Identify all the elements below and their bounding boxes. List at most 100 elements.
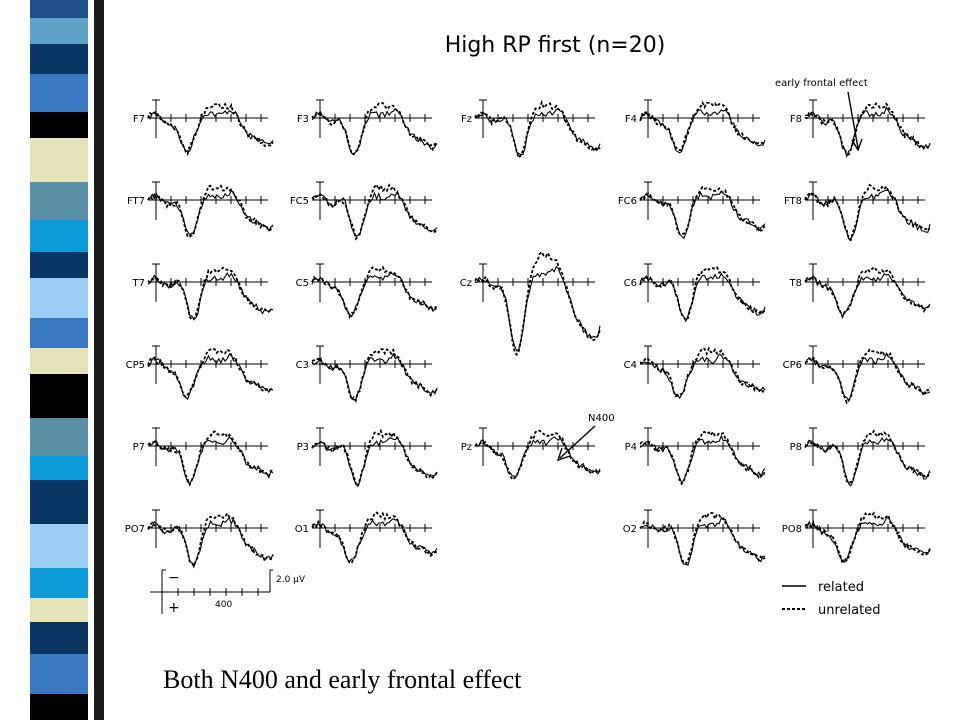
electrode-label: FC5 xyxy=(290,196,309,207)
waveform-related xyxy=(639,353,766,400)
waveform-panel: T8 xyxy=(789,263,931,320)
axis xyxy=(152,263,160,302)
electrode-label: O1 xyxy=(295,524,309,535)
waveform-related xyxy=(804,352,931,403)
waveform-related xyxy=(311,436,438,487)
electrode-label: P4 xyxy=(625,442,637,453)
waveform-unrelated xyxy=(804,265,931,320)
waveform-related xyxy=(804,273,931,318)
waveform-related xyxy=(474,436,601,477)
axis xyxy=(316,427,324,466)
axis xyxy=(809,427,817,466)
axis xyxy=(316,345,324,384)
waveform-related xyxy=(147,272,274,321)
waveform-related xyxy=(311,352,438,401)
waveform-unrelated xyxy=(639,511,766,565)
waveform-panel: P8 xyxy=(790,427,931,487)
waveform-panel: F7 xyxy=(133,99,274,157)
waveform-panel: Fz xyxy=(461,99,601,160)
axis xyxy=(152,345,160,384)
electrode-label: O2 xyxy=(623,524,637,535)
waveform-related xyxy=(804,436,931,487)
waveform-related xyxy=(147,109,274,153)
waveform-related xyxy=(147,436,274,485)
axis xyxy=(809,345,817,384)
axis xyxy=(152,427,160,466)
waveform-unrelated xyxy=(311,102,438,156)
electrode-label: Cz xyxy=(460,278,472,289)
waveform-panel: F3 xyxy=(297,99,438,156)
waveform-panel: PO7 xyxy=(125,509,274,569)
waveform-unrelated xyxy=(147,184,274,238)
axis xyxy=(809,181,817,220)
arrow xyxy=(847,91,863,152)
waveform-panel: T7 xyxy=(132,263,274,321)
electrode-label: Pz xyxy=(461,442,472,453)
axis xyxy=(644,509,652,548)
waveform-panel: F4 xyxy=(625,99,766,154)
waveform-related xyxy=(147,517,274,569)
waveform-panel: FC5 xyxy=(290,181,438,241)
waveform-unrelated xyxy=(147,511,274,568)
electrode-label: T8 xyxy=(789,278,802,289)
waveform-panel: P7 xyxy=(133,427,274,487)
axis xyxy=(479,427,487,466)
scale-amplitude: 2.0 µV xyxy=(276,575,306,585)
waveform-related xyxy=(311,271,438,318)
scale-negative: − xyxy=(168,570,180,586)
waveform-panel: O2 xyxy=(623,509,766,567)
annotation: N400 xyxy=(588,413,615,424)
waveform-panel: CP5 xyxy=(126,345,274,401)
waveform-unrelated xyxy=(639,185,766,235)
waveform-unrelated xyxy=(311,182,438,241)
axis xyxy=(809,509,817,548)
waveform-unrelated xyxy=(147,347,274,399)
waveform-panel: P4 xyxy=(625,427,766,486)
axis xyxy=(479,99,487,138)
waveform-panel: P3 xyxy=(297,427,438,489)
scale-time: 400 xyxy=(215,600,232,610)
waveform-unrelated xyxy=(639,266,766,322)
waveform-related xyxy=(639,272,766,323)
waveform-related xyxy=(147,189,274,236)
waveform-unrelated xyxy=(147,266,274,321)
axis xyxy=(316,263,324,302)
legend-label: related xyxy=(818,580,864,595)
waveform-unrelated xyxy=(639,430,766,486)
electrode-label: P8 xyxy=(790,442,802,453)
waveform-related xyxy=(639,516,765,567)
waveform-unrelated xyxy=(639,346,766,398)
waveform-panel: F8 xyxy=(790,99,931,159)
annotation: early frontal effect xyxy=(775,78,868,89)
axis xyxy=(479,263,487,302)
waveform-related xyxy=(639,190,766,240)
waveform-unrelated xyxy=(804,348,931,405)
scale-bar: − + 2.0 µV 400 xyxy=(150,569,306,616)
waveform-related xyxy=(639,434,766,484)
axis xyxy=(316,181,324,220)
waveform-unrelated xyxy=(311,347,438,403)
electrode-label: F8 xyxy=(790,114,802,125)
electrode-label: CP6 xyxy=(783,360,802,371)
waveform-panel: C5 xyxy=(296,263,438,320)
electrode-label: C6 xyxy=(624,278,637,289)
axis xyxy=(644,181,652,220)
electrode-label: T7 xyxy=(132,278,145,289)
waveform-related xyxy=(311,518,438,563)
electrode-label: PO8 xyxy=(782,524,802,535)
waveform-related xyxy=(804,517,931,563)
waveform-unrelated xyxy=(147,102,274,157)
axis xyxy=(644,427,652,466)
waveform-panel: C6 xyxy=(624,263,766,323)
electrode-label: CP5 xyxy=(126,360,145,371)
waveform-panel: CP6 xyxy=(783,345,931,405)
axis xyxy=(152,181,160,220)
waveform-unrelated xyxy=(639,100,766,152)
waveform-related xyxy=(804,106,931,159)
axis xyxy=(316,509,324,548)
waveform-related xyxy=(147,353,274,401)
waveform-panel: O1 xyxy=(295,509,438,565)
electrode-label: F7 xyxy=(133,114,145,125)
waveform-unrelated xyxy=(474,250,601,357)
